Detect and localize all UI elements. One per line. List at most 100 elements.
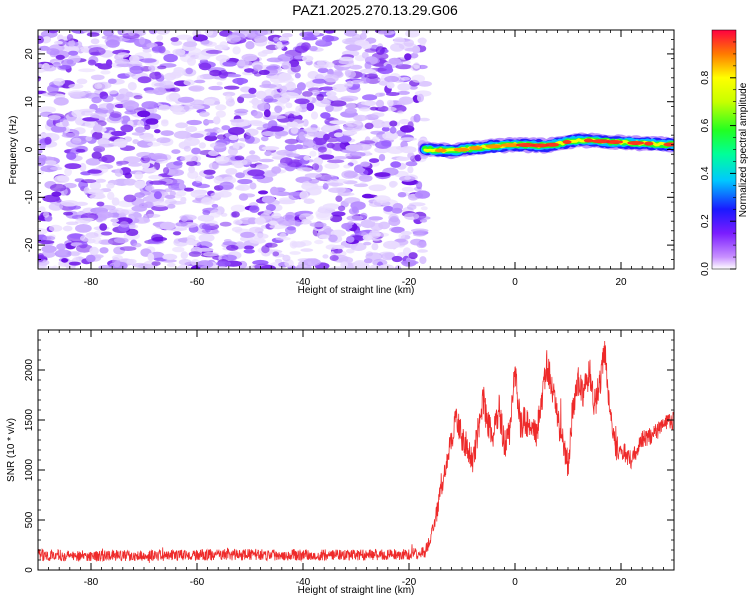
noise-speckle bbox=[185, 67, 193, 75]
noise-speckle bbox=[169, 104, 184, 111]
noise-speckle bbox=[340, 95, 359, 102]
noise-speckle bbox=[316, 212, 333, 221]
noise-speckle bbox=[144, 124, 151, 130]
colorbar-ticks: 0.0 0.2 0.4 0.6 0.8 bbox=[700, 41, 736, 276]
noise-speckle bbox=[48, 202, 63, 211]
noise-speckle bbox=[324, 163, 340, 169]
noise-speckle bbox=[48, 224, 63, 232]
noise-speckle bbox=[363, 258, 373, 264]
noise-speckle bbox=[257, 102, 270, 112]
noise-speckle bbox=[65, 266, 76, 269]
noise-speckle bbox=[391, 255, 403, 263]
y-tick-label: 0 bbox=[24, 146, 35, 152]
noise-speckle bbox=[284, 138, 299, 144]
noise-speckle bbox=[41, 91, 60, 97]
noise-speckle bbox=[186, 239, 196, 246]
noise-speckle bbox=[327, 182, 344, 187]
noise-speckle bbox=[39, 142, 46, 150]
noise-speckle bbox=[418, 117, 430, 122]
noise-speckle bbox=[148, 175, 163, 180]
noise-speckle bbox=[306, 102, 315, 112]
snr-panel: -80 -60 -40 -20 0 20 0 500 1000 1500 2000 Height … bbox=[6, 329, 675, 596]
noise-speckle bbox=[394, 238, 407, 243]
noise-speckle bbox=[350, 201, 366, 211]
noise-speckle bbox=[109, 111, 122, 118]
noise-speckle bbox=[374, 172, 391, 178]
noise-speckle bbox=[196, 260, 214, 269]
noise-speckle bbox=[116, 63, 133, 68]
noise-speckle bbox=[275, 236, 291, 241]
noise-speckle bbox=[303, 258, 321, 267]
noise-speckle bbox=[66, 59, 74, 65]
noise-speckle bbox=[170, 87, 181, 93]
noise-speckle bbox=[254, 263, 272, 269]
noise-speckle bbox=[80, 234, 92, 242]
noise-speckle bbox=[232, 46, 241, 55]
noise-speckle bbox=[60, 200, 79, 207]
noise-speckle bbox=[263, 209, 272, 216]
noise-speckle bbox=[312, 136, 327, 146]
noise-speckle bbox=[213, 176, 224, 184]
noise-speckle bbox=[245, 128, 259, 136]
noise-speckle bbox=[110, 218, 119, 223]
noise-speckle bbox=[161, 120, 169, 127]
noise-speckle bbox=[298, 131, 306, 141]
noise-speckle bbox=[227, 147, 238, 156]
y-tick-label: 500 bbox=[24, 511, 35, 528]
noise-speckle bbox=[98, 239, 114, 245]
noise-speckle bbox=[278, 72, 292, 81]
noise-speckle bbox=[50, 166, 63, 171]
noise-speckle bbox=[226, 244, 239, 251]
noise-speckle bbox=[302, 36, 318, 41]
x-tick-label: 20 bbox=[615, 277, 627, 288]
spectrogram-x-ticks: -80 -60 -40 -20 0 20 bbox=[37, 30, 675, 288]
noise-speckle bbox=[223, 85, 240, 90]
x-tick-label: -20 bbox=[402, 577, 417, 588]
noise-speckle bbox=[124, 110, 137, 115]
noise-speckle bbox=[188, 251, 202, 257]
noise-speckle bbox=[116, 93, 130, 102]
noise-speckle bbox=[333, 132, 344, 138]
noise-speckle bbox=[326, 142, 335, 149]
noise-speckle bbox=[303, 127, 321, 133]
noise-speckle bbox=[229, 119, 244, 123]
noise-speckle bbox=[311, 89, 320, 96]
noise-speckle bbox=[164, 194, 176, 199]
noise-speckle bbox=[178, 182, 185, 190]
noise-speckle bbox=[182, 104, 193, 112]
spectrogram-y-axis-label: Frequency (Hz) bbox=[8, 116, 19, 185]
noise-speckle bbox=[328, 234, 338, 243]
noise-speckle bbox=[274, 105, 283, 114]
noise-speckle bbox=[151, 46, 165, 52]
noise-speckle bbox=[258, 158, 274, 163]
noise-speckle bbox=[87, 188, 104, 195]
noise-speckle bbox=[396, 156, 410, 161]
y-tick-label: 0 bbox=[24, 567, 35, 573]
noise-speckle bbox=[253, 64, 263, 71]
noise-speckle bbox=[93, 124, 103, 133]
noise-speckle bbox=[346, 80, 354, 87]
noise-speckle bbox=[245, 41, 255, 50]
noise-speckle bbox=[416, 241, 427, 249]
noise-speckle bbox=[137, 76, 152, 84]
noise-speckle bbox=[386, 146, 405, 155]
noise-speckle bbox=[214, 155, 230, 164]
noise-speckle bbox=[87, 59, 96, 66]
noise-speckle bbox=[158, 80, 175, 89]
noise-speckle bbox=[345, 144, 364, 152]
noise-speckle bbox=[210, 209, 222, 218]
noise-speckle bbox=[120, 124, 134, 133]
noise-speckle bbox=[174, 194, 183, 199]
noise-speckle bbox=[262, 123, 272, 129]
noise-speckle bbox=[159, 221, 176, 230]
noise-speckle bbox=[417, 249, 428, 253]
noise-speckle bbox=[116, 161, 123, 167]
noise-speckle bbox=[176, 34, 193, 40]
noise-speckle bbox=[369, 158, 380, 164]
snr-series-line bbox=[38, 340, 674, 563]
noise-speckle bbox=[391, 226, 405, 234]
noise-speckle bbox=[77, 217, 94, 222]
noise-speckle bbox=[274, 130, 289, 137]
noise-speckle bbox=[370, 222, 384, 231]
noise-speckle bbox=[350, 80, 364, 85]
